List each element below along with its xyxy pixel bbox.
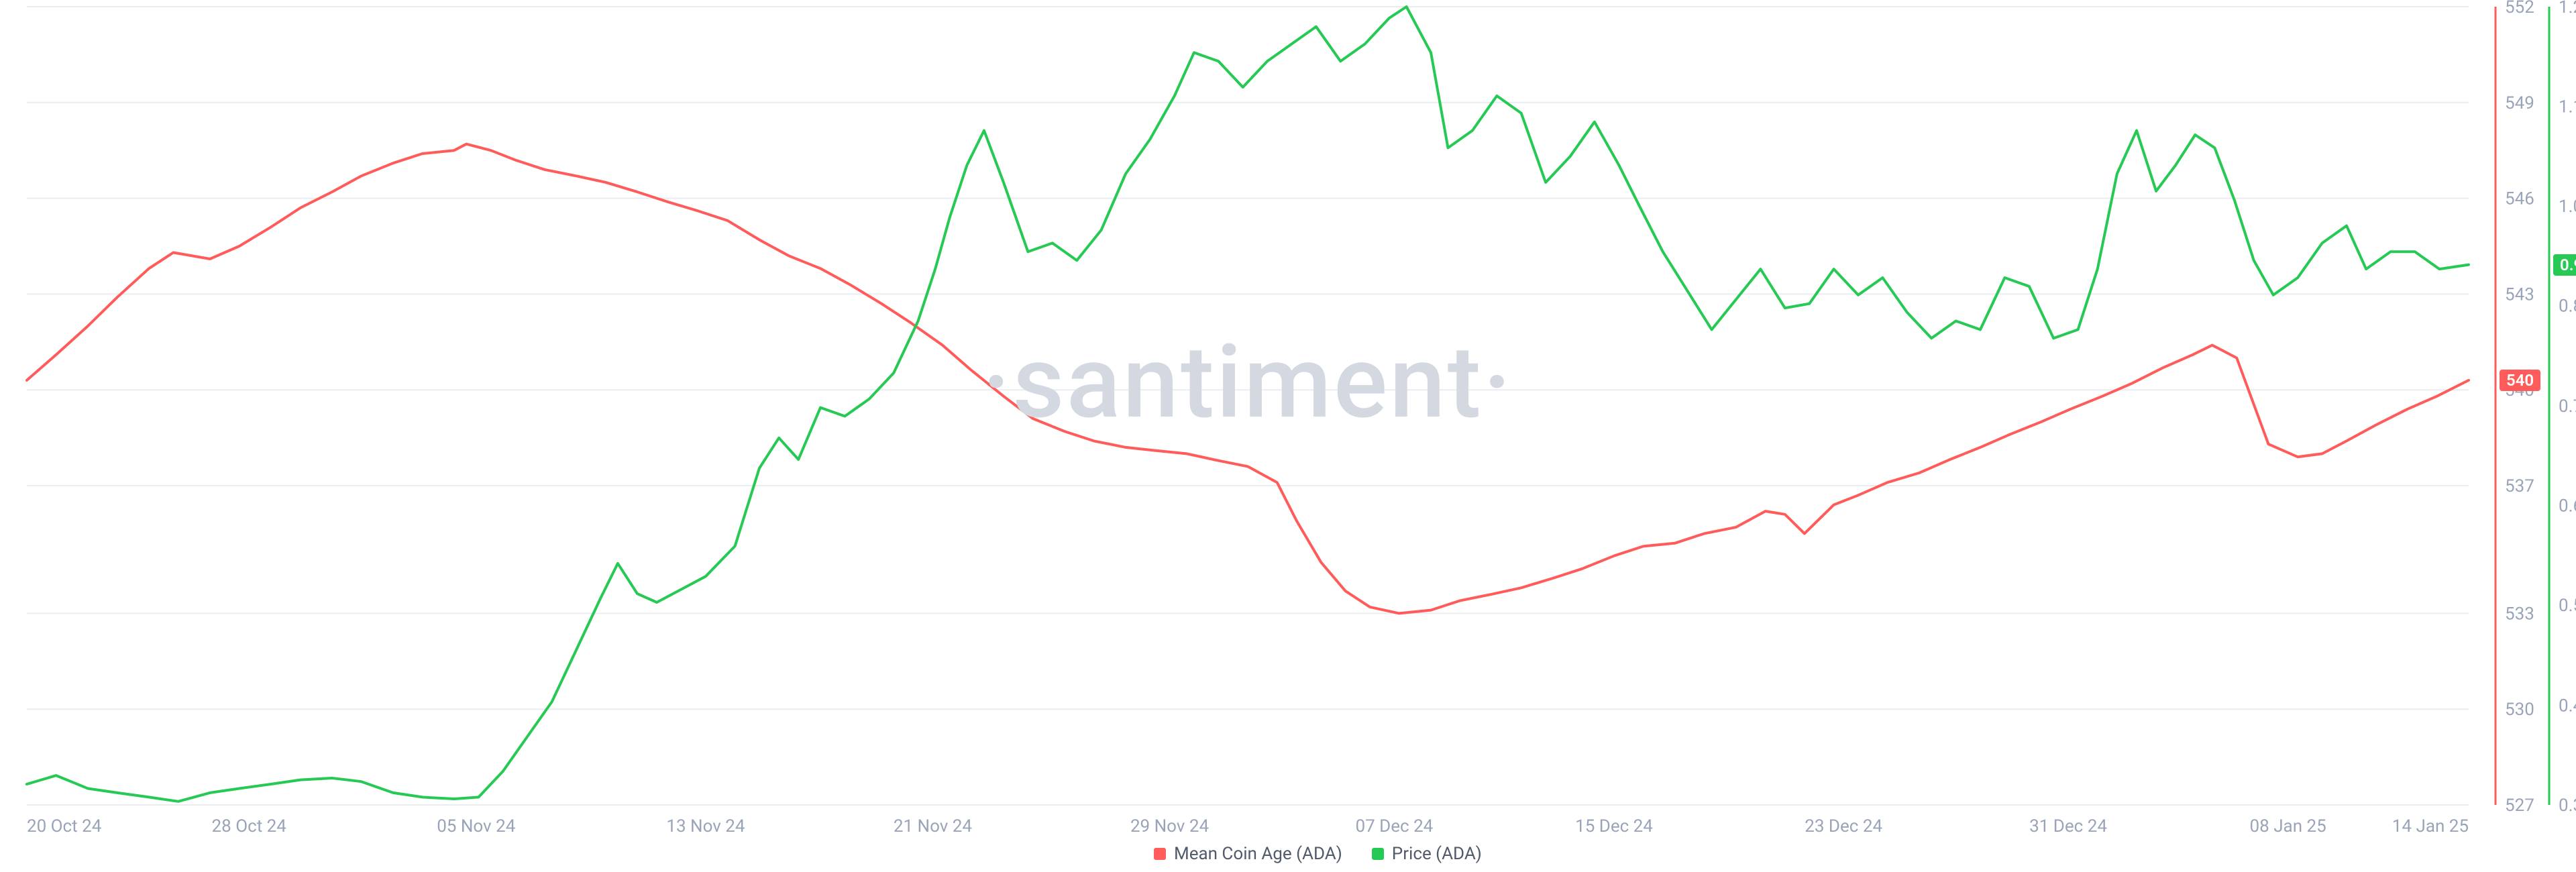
svg-text:20 Oct 24: 20 Oct 24 xyxy=(27,816,102,836)
svg-text:1.243: 1.243 xyxy=(2559,0,2576,17)
svg-text:537: 537 xyxy=(2505,476,2534,496)
svg-text:29 Nov 24: 29 Nov 24 xyxy=(1130,816,1210,836)
axis-badge-price: 0.945 xyxy=(2553,254,2576,276)
chart-root: 20 Oct 24 28 Oct 24 05 Nov 24 13 Nov 24 21 N… xyxy=(0,0,2576,872)
svg-text:21 Nov 24: 21 Nov 24 xyxy=(894,816,973,836)
svg-text:07 Dec 24: 07 Dec 24 xyxy=(1355,816,1433,836)
svg-text:14 Jan 25: 14 Jan 25 xyxy=(2392,816,2469,836)
svg-text:0.436: 0.436 xyxy=(2559,696,2576,716)
svg-text:543: 543 xyxy=(2505,284,2534,305)
svg-text:23 Dec 24: 23 Dec 24 xyxy=(1805,816,1882,836)
legend-item[interactable]: Mean Coin Age (ADA) xyxy=(1154,844,1342,864)
svg-text:546: 546 xyxy=(2505,189,2534,209)
axis-badge-mean-coin-age: 540 xyxy=(2500,370,2540,391)
svg-text:533: 533 xyxy=(2505,604,2534,624)
badge-label: 0.945 xyxy=(2560,256,2576,274)
legend-swatch xyxy=(1372,848,1384,860)
svg-text:0.552: 0.552 xyxy=(2559,596,2576,616)
legend-label: Price (ADA) xyxy=(1392,844,1482,864)
chart-svg: 20 Oct 24 28 Oct 24 05 Nov 24 13 Nov 24 21 N… xyxy=(0,0,2576,872)
svg-text:527: 527 xyxy=(2505,796,2534,816)
svg-text:0.321: 0.321 xyxy=(2559,796,2576,816)
svg-text:28 Oct 24: 28 Oct 24 xyxy=(212,816,287,836)
badge-label: 540 xyxy=(2506,371,2534,390)
legend-label: Mean Coin Age (ADA) xyxy=(1174,844,1342,864)
svg-text:05 Nov 24: 05 Nov 24 xyxy=(437,816,516,836)
svg-text:549: 549 xyxy=(2505,93,2534,113)
svg-text:530: 530 xyxy=(2505,700,2534,720)
legend-item[interactable]: Price (ADA) xyxy=(1372,844,1482,864)
svg-text:0.898: 0.898 xyxy=(2559,296,2576,316)
svg-text:552: 552 xyxy=(2505,0,2534,17)
svg-text:13 Nov 24: 13 Nov 24 xyxy=(666,816,745,836)
svg-text:1.128: 1.128 xyxy=(2559,97,2576,117)
svg-text:31 Dec 24: 31 Dec 24 xyxy=(2029,816,2107,836)
legend: Mean Coin Age (ADA) Price (ADA) xyxy=(1154,844,1482,864)
svg-text:1.013: 1.013 xyxy=(2559,197,2576,217)
svg-text:15 Dec 24: 15 Dec 24 xyxy=(1575,816,1653,836)
svg-text:0.667: 0.667 xyxy=(2559,496,2576,516)
svg-text:0.782: 0.782 xyxy=(2559,396,2576,417)
legend-swatch xyxy=(1154,848,1166,860)
svg-text:08 Jan 25: 08 Jan 25 xyxy=(2250,816,2326,836)
